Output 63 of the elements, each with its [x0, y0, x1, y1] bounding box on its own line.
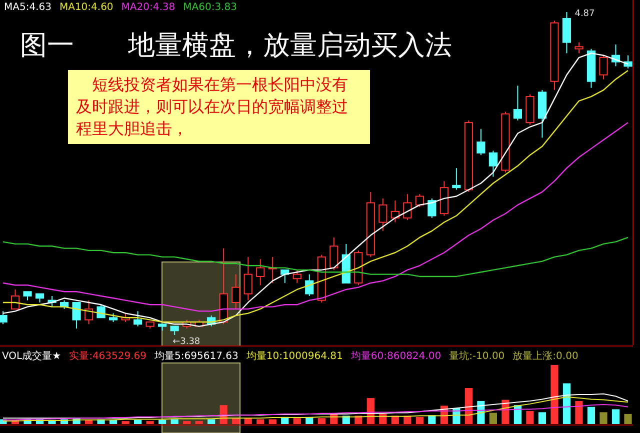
bar	[526, 411, 534, 424]
candlestick	[599, 54, 608, 80]
bar	[195, 421, 203, 424]
text: 均量5:695617.63	[154, 350, 238, 362]
bar	[268, 419, 276, 424]
chart-title: VOL成交量★	[2, 350, 62, 362]
candlestick	[0, 310, 8, 325]
candlestick	[513, 85, 522, 121]
bar	[170, 419, 178, 424]
candlestick	[72, 302, 81, 329]
candlestick	[403, 194, 412, 221]
candlestick	[256, 258, 265, 286]
candlestick	[428, 198, 436, 218]
candlestick	[10, 288, 20, 310]
candlestick	[330, 236, 338, 270]
bar	[146, 421, 154, 424]
bar	[489, 412, 497, 424]
bar	[208, 419, 216, 424]
bar	[562, 383, 571, 424]
bar	[244, 418, 252, 424]
text: ←3.38	[172, 337, 200, 347]
text: 均量10:1000964.81	[245, 350, 343, 362]
bar	[134, 420, 142, 424]
candlestick	[232, 274, 240, 310]
bar	[587, 406, 596, 424]
candlestick	[488, 150, 498, 178]
candlestick	[452, 168, 461, 190]
text: 图一 地量横盘，放量启动买入法	[20, 30, 452, 61]
annotation: 短线投资者如果在第一根长阳中没有及时跟进，则可以在次日的宽幅调整过程里大胆追击，	[68, 70, 370, 144]
bar	[293, 418, 301, 424]
candlestick	[96, 304, 106, 318]
bar	[256, 419, 264, 424]
candlestick	[305, 274, 314, 296]
candlestick	[84, 300, 94, 325]
candlestick	[476, 128, 486, 156]
bar	[612, 409, 620, 424]
bar	[158, 420, 166, 424]
bar	[122, 421, 130, 424]
bar	[318, 418, 326, 424]
candlestick	[292, 269, 302, 284]
annotation: 4.87	[574, 9, 595, 19]
candlestick	[574, 42, 584, 54]
bar	[183, 421, 191, 424]
candlestick	[415, 194, 424, 208]
text: 量坑:-10.00	[449, 350, 505, 362]
text: 均量60:860824.00	[350, 350, 442, 362]
bar	[550, 365, 558, 424]
bar	[538, 412, 546, 424]
candlestick	[378, 198, 388, 232]
text: MA10:4.60	[59, 2, 114, 13]
bar	[624, 414, 632, 424]
bar	[232, 418, 240, 424]
text: 放量上涨:0.00	[512, 350, 578, 362]
text: 实量:463529.69	[69, 350, 147, 362]
text: MA60:3.83	[183, 2, 237, 13]
bar	[416, 416, 424, 424]
candlestick	[244, 256, 252, 301]
candlestick	[134, 310, 142, 327]
text: MA20:4.38	[121, 2, 176, 13]
bar	[575, 400, 583, 424]
text: MA5:4.63	[4, 2, 52, 13]
candlestick	[562, 12, 572, 54]
bar	[600, 412, 608, 424]
